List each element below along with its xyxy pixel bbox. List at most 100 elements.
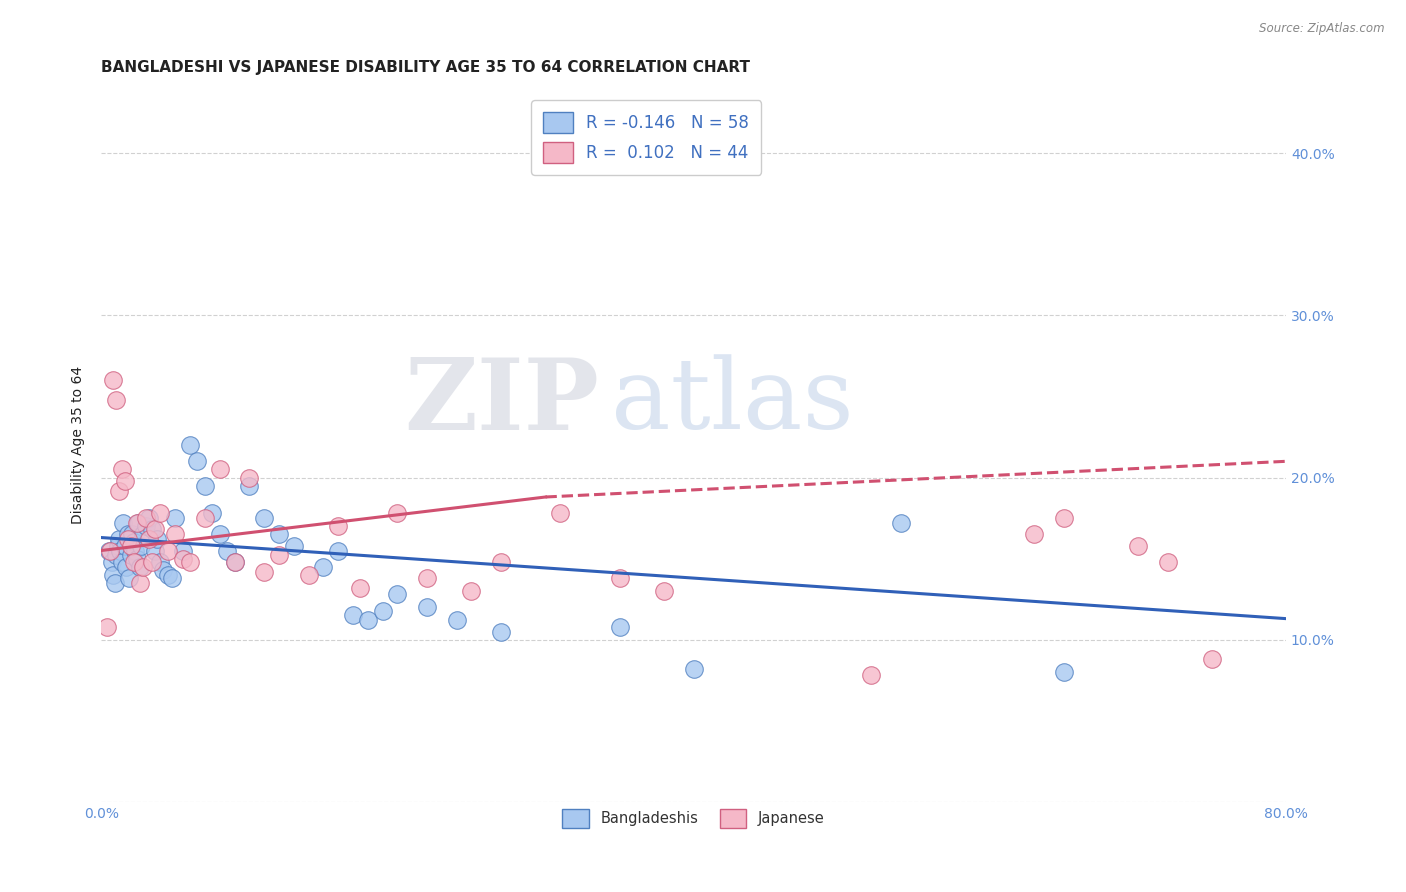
Point <box>1024 527 1046 541</box>
Point <box>127 516 149 530</box>
Point <box>122 555 145 569</box>
Point <box>267 527 290 541</box>
Point <box>101 373 124 387</box>
Point <box>186 454 208 468</box>
Point <box>342 608 364 623</box>
Point <box>141 555 163 569</box>
Point <box>98 543 121 558</box>
Point <box>105 392 128 407</box>
Point <box>1053 665 1076 680</box>
Point <box>131 527 153 541</box>
Point <box>108 483 131 498</box>
Point <box>105 549 128 563</box>
Text: atlas: atlas <box>610 354 853 450</box>
Point <box>152 563 174 577</box>
Point <box>489 555 512 569</box>
Point <box>416 571 439 585</box>
Point <box>682 662 704 676</box>
Y-axis label: Disability Age 35 to 64: Disability Age 35 to 64 <box>72 366 86 524</box>
Point <box>135 519 157 533</box>
Point <box>172 551 194 566</box>
Point <box>609 571 631 585</box>
Point <box>138 532 160 546</box>
Point <box>446 613 468 627</box>
Point <box>97 543 120 558</box>
Point <box>124 543 146 558</box>
Point <box>349 581 371 595</box>
Point <box>112 516 135 530</box>
Point <box>460 584 482 599</box>
Point <box>114 539 136 553</box>
Point <box>179 555 201 569</box>
Point <box>162 571 184 585</box>
Point <box>118 571 141 585</box>
Point <box>108 532 131 546</box>
Point <box>114 474 136 488</box>
Point <box>103 576 125 591</box>
Point <box>860 668 883 682</box>
Point <box>135 511 157 525</box>
Point <box>179 438 201 452</box>
Point <box>172 543 194 558</box>
Point <box>101 567 124 582</box>
Point <box>125 516 148 530</box>
Point <box>128 559 150 574</box>
Point <box>156 567 179 582</box>
Point <box>141 523 163 537</box>
Point <box>652 584 675 599</box>
Point <box>208 527 231 541</box>
Point <box>143 543 166 558</box>
Point <box>1201 652 1223 666</box>
Text: Source: ZipAtlas.com: Source: ZipAtlas.com <box>1260 22 1385 36</box>
Point <box>96 620 118 634</box>
Point <box>890 516 912 530</box>
Point <box>194 478 217 492</box>
Point <box>111 555 134 569</box>
Text: ZIP: ZIP <box>404 354 599 450</box>
Point <box>224 555 246 569</box>
Point <box>238 478 260 492</box>
Point <box>328 543 350 558</box>
Point <box>201 506 224 520</box>
Point <box>194 511 217 525</box>
Point <box>550 506 572 520</box>
Point <box>267 549 290 563</box>
Point <box>312 559 335 574</box>
Point <box>1053 511 1076 525</box>
Point <box>387 587 409 601</box>
Point <box>128 576 150 591</box>
Point <box>110 543 132 558</box>
Point <box>387 506 409 520</box>
Point <box>131 559 153 574</box>
Point <box>217 543 239 558</box>
Point <box>489 624 512 639</box>
Legend: Bangladeshis, Japanese: Bangladeshis, Japanese <box>557 804 831 834</box>
Point <box>165 511 187 525</box>
Point <box>125 551 148 566</box>
Point <box>165 527 187 541</box>
Text: BANGLADESHI VS JAPANESE DISABILITY AGE 35 TO 64 CORRELATION CHART: BANGLADESHI VS JAPANESE DISABILITY AGE 3… <box>101 60 751 75</box>
Point <box>224 555 246 569</box>
Point <box>149 506 172 520</box>
Point <box>115 559 138 574</box>
Point <box>111 462 134 476</box>
Point <box>1156 555 1178 569</box>
Point <box>138 511 160 525</box>
Point <box>117 527 139 541</box>
Point <box>120 539 142 553</box>
Point <box>371 603 394 617</box>
Point <box>117 532 139 546</box>
Point <box>143 523 166 537</box>
Point <box>1126 539 1149 553</box>
Point <box>283 539 305 553</box>
Point <box>122 535 145 549</box>
Point <box>121 527 143 541</box>
Point <box>416 600 439 615</box>
Point <box>129 539 152 553</box>
Point <box>328 519 350 533</box>
Point <box>156 543 179 558</box>
Point <box>609 620 631 634</box>
Point <box>238 470 260 484</box>
Point <box>357 613 380 627</box>
Point <box>208 462 231 476</box>
